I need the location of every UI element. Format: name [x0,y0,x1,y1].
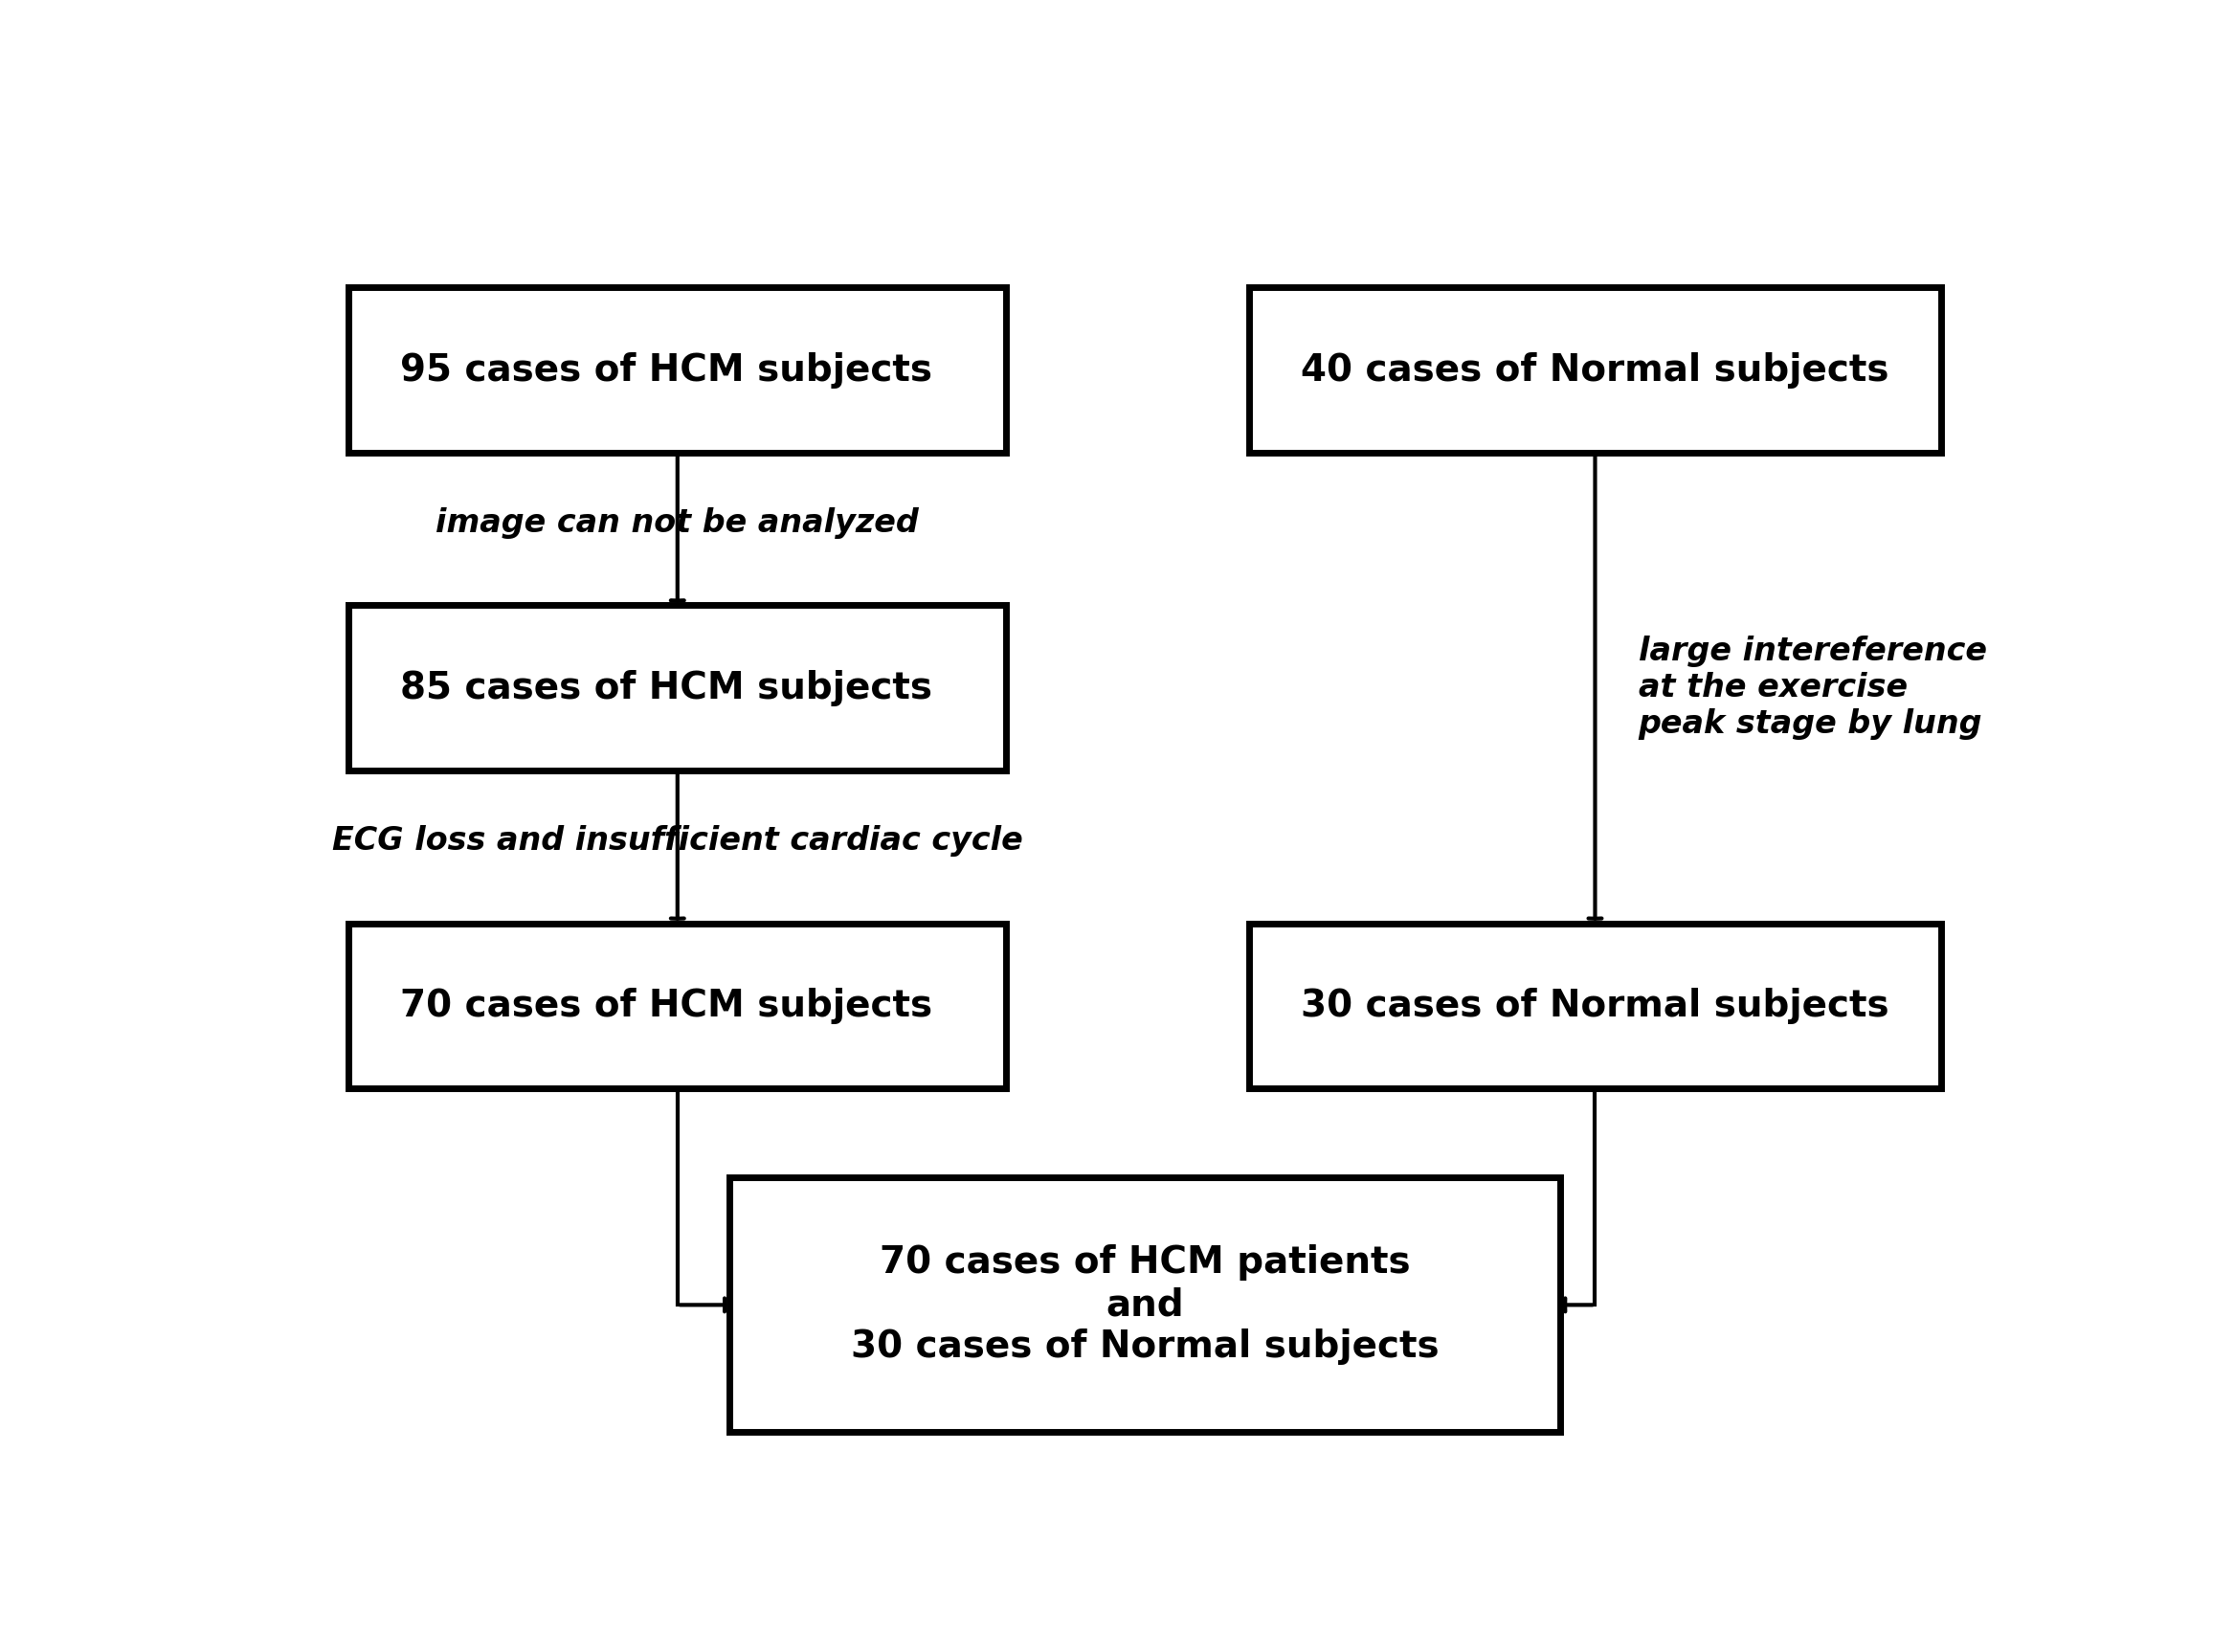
Text: 85 cases of HCM subjects: 85 cases of HCM subjects [400,669,932,705]
FancyBboxPatch shape [1249,923,1941,1089]
Text: ECG loss and insufficient cardiac cycle: ECG loss and insufficient cardiac cycle [333,824,1023,856]
Text: 30 cases of Normal subjects: 30 cases of Normal subjects [1300,988,1890,1024]
Text: large intereference
at the exercise
peak stage by lung: large intereference at the exercise peak… [1638,636,1986,740]
Text: 40 cases of Normal subjects: 40 cases of Normal subjects [1300,352,1890,388]
FancyBboxPatch shape [349,287,1008,453]
Text: 70 cases of HCM patients
and
30 cases of Normal subjects: 70 cases of HCM patients and 30 cases of… [851,1244,1439,1365]
FancyBboxPatch shape [728,1178,1559,1432]
FancyBboxPatch shape [349,923,1008,1089]
FancyBboxPatch shape [1249,287,1941,453]
Text: image can not be analyzed: image can not be analyzed [436,507,918,539]
Text: 95 cases of HCM subjects: 95 cases of HCM subjects [400,352,932,388]
Text: 70 cases of HCM subjects: 70 cases of HCM subjects [400,988,934,1024]
FancyBboxPatch shape [349,605,1008,771]
